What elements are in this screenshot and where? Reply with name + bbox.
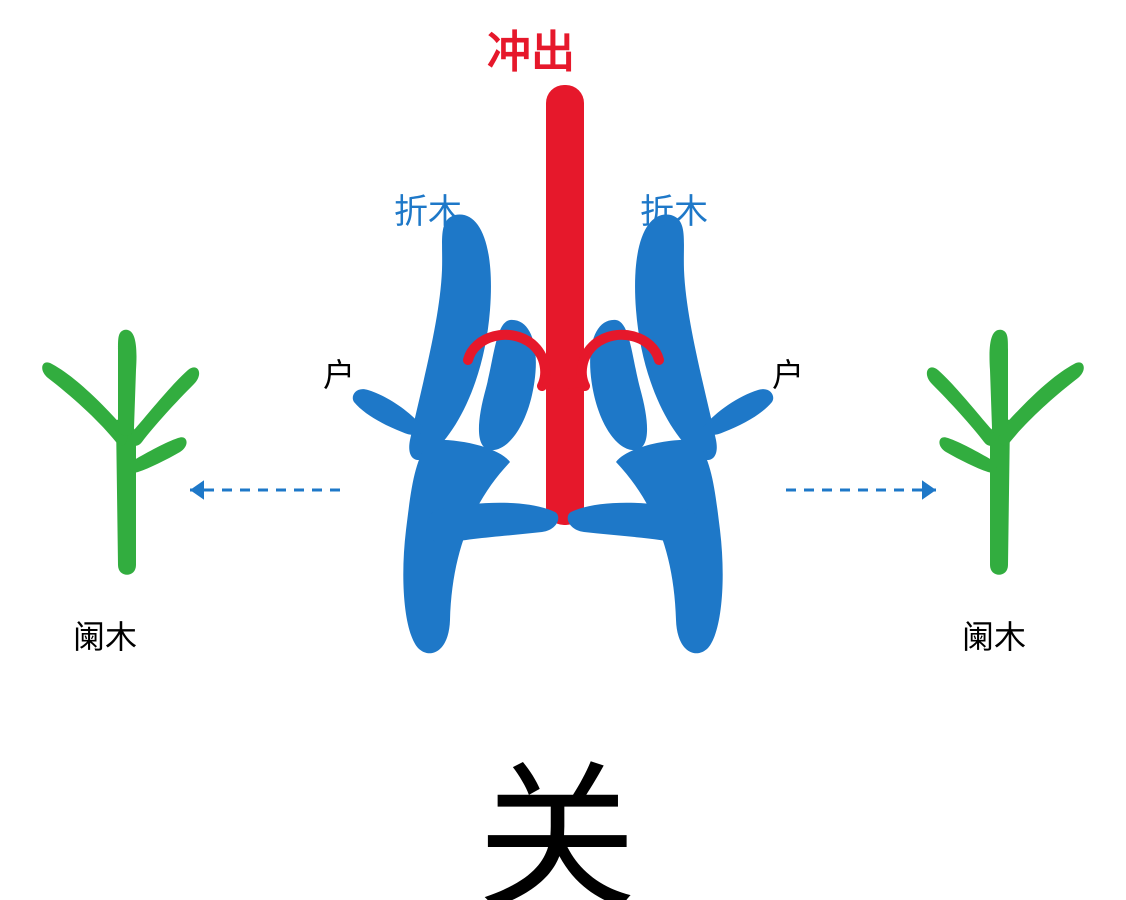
hook-arrow-left [450,320,560,410]
hook-arrow-right [567,320,677,410]
label-bottom: 关 [477,710,637,900]
label-lanmu_l: 阑木 [73,612,137,658]
dashed-arrow-right [766,470,956,510]
label-zhemu_l: 折木 [394,184,462,233]
blue-figure-left [310,200,570,660]
dashed-arrow-left [170,470,360,510]
green-tree-left [38,310,208,590]
green-tree-right [918,310,1088,590]
blue-figure-right [556,200,816,660]
label-lanmu_r: 阑木 [962,612,1026,658]
label-zhemu_r: 折木 [640,184,708,233]
label-top: 冲出 [487,16,575,80]
label-hu_l: 户 [323,350,355,396]
diagram-stage: 冲出折木 折木户 户阑木 阑木关 [0,0,1126,900]
label-hu_r: 户 [772,350,804,396]
